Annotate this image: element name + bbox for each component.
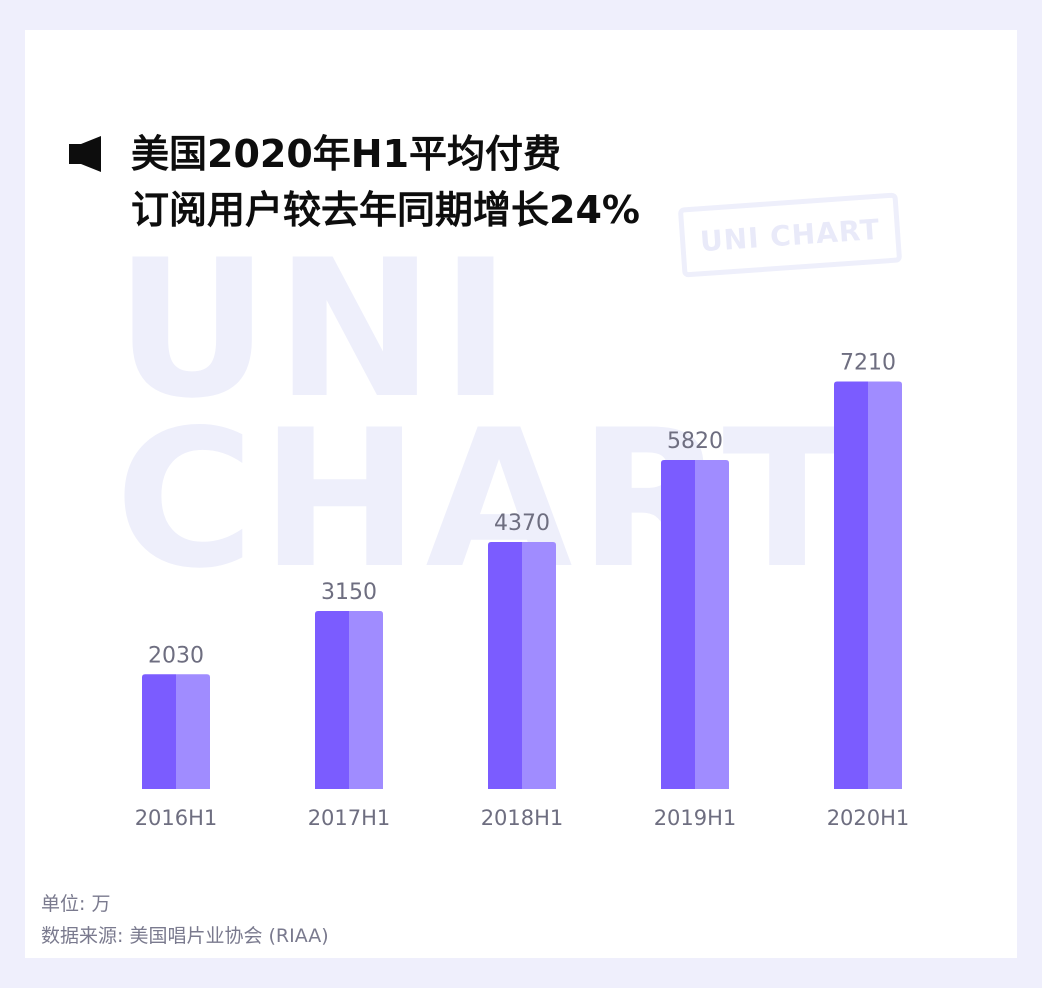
chart-footer: 单位: 万 数据来源: 美国唱片业协会 (RIAA) <box>41 888 329 952</box>
bar-right-half <box>868 381 902 789</box>
value-label: 5820 <box>667 429 723 454</box>
bar-left-half <box>488 542 522 789</box>
chart-title-line1: 美国2020年H1平均付费 <box>131 132 562 176</box>
value-label: 4370 <box>494 511 550 536</box>
bar-right-half <box>349 610 383 789</box>
bar-left-half <box>142 674 176 789</box>
chart-title-line2: 订阅用户较去年同期增长24% <box>131 188 640 232</box>
bar-right-half <box>176 674 210 789</box>
bar-2017H1 <box>315 610 383 789</box>
bar-right-half <box>522 542 556 789</box>
x-tick-label: 2018H1 <box>481 806 564 830</box>
source-note: 数据来源: 美国唱片业协会 (RIAA) <box>41 925 329 947</box>
bar-2018H1 <box>488 542 556 789</box>
value-label: 7210 <box>840 350 896 375</box>
bar-2016H1 <box>142 674 210 789</box>
value-label: 2030 <box>148 643 204 668</box>
unit-note: 单位: 万 <box>41 893 111 915</box>
watermark-chart: CHART <box>115 389 858 610</box>
bar-chart: 2030 2016H1 3150 2017H1 4370 2018H1 5820 2019H1… <box>135 350 910 830</box>
chart-card: UNI CHART UNI CHART 美国2020年H1平均付费 订阅用户较去… <box>25 30 1017 958</box>
bar-2019H1 <box>661 460 729 789</box>
bar-right-half <box>695 460 729 789</box>
x-tick-label: 2017H1 <box>308 806 391 830</box>
watermark-uni: UNI <box>115 219 517 440</box>
speaker-icon <box>69 136 101 172</box>
bar-left-half <box>661 460 695 789</box>
x-tick-label: 2019H1 <box>654 806 737 830</box>
bar-left-half <box>834 381 868 789</box>
value-label: 3150 <box>321 580 377 605</box>
bar-2020H1 <box>834 381 902 789</box>
bar-left-half <box>315 610 349 789</box>
x-tick-label: 2020H1 <box>827 806 910 830</box>
x-tick-label: 2016H1 <box>135 806 218 830</box>
chart-title: 美国2020年H1平均付费 订阅用户较去年同期增长24% <box>131 126 640 238</box>
